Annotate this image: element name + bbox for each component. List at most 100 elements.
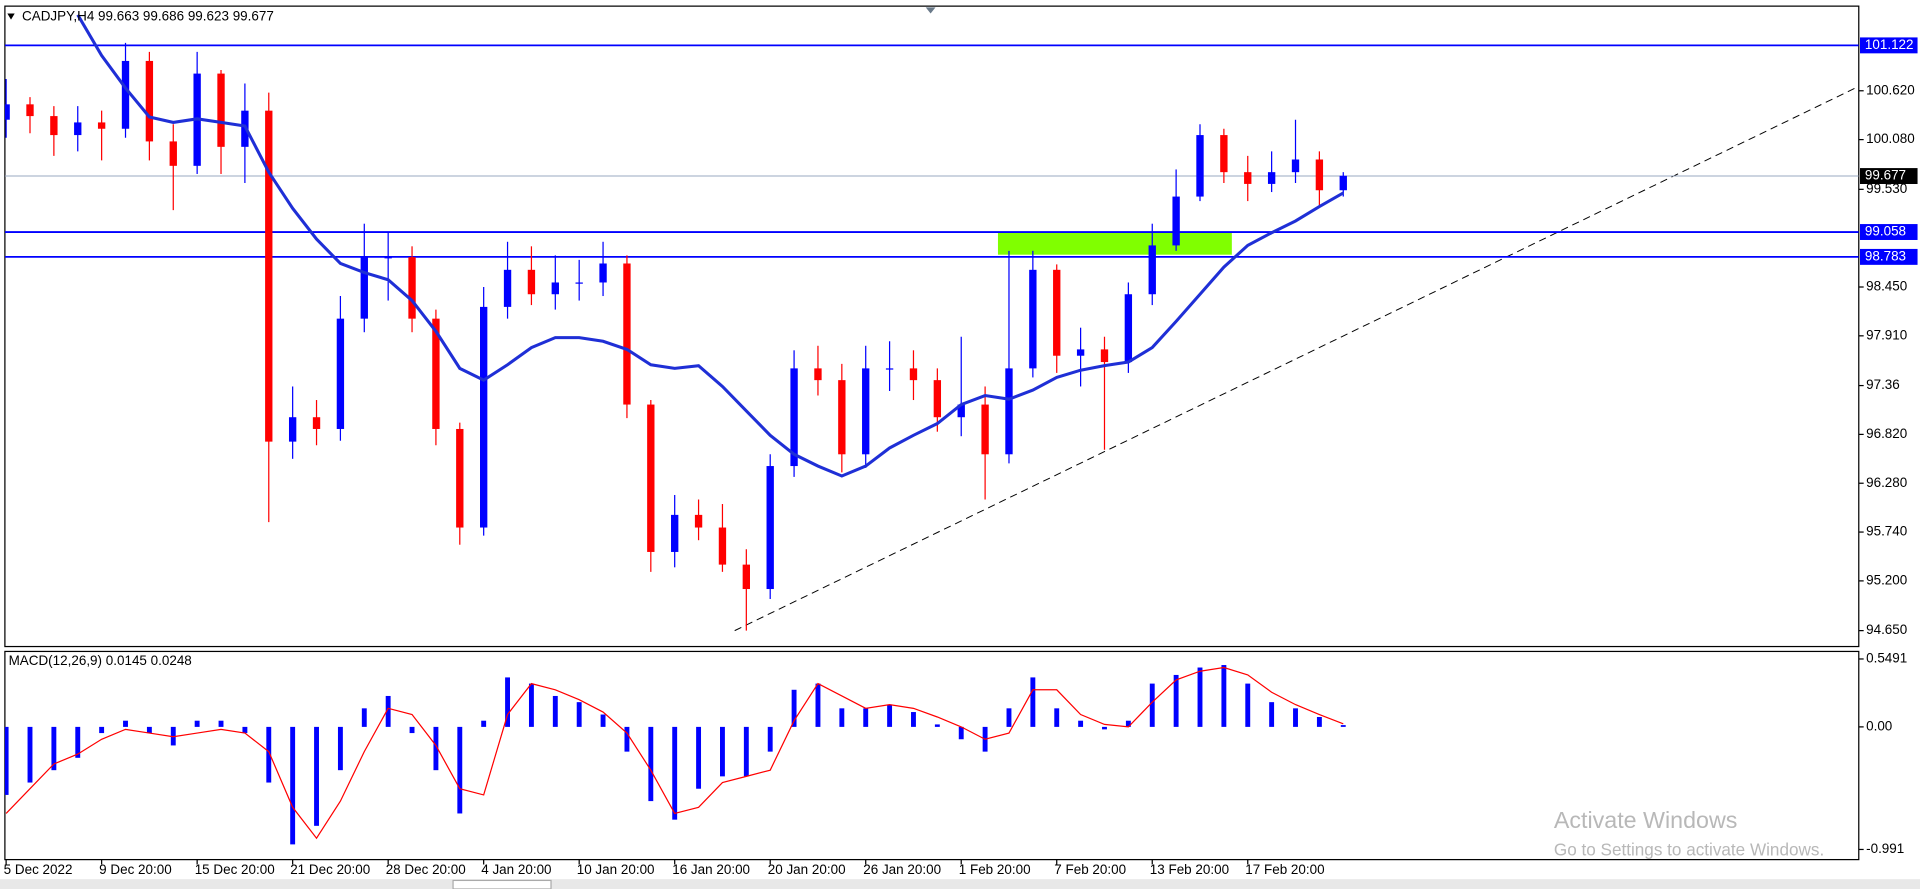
macd-bar (1078, 720, 1084, 727)
macd-bar (4, 726, 9, 795)
y-tick-label: 98.450 (1866, 279, 1907, 294)
menu-arrow[interactable] (7, 13, 15, 20)
macd-bar (1340, 725, 1346, 727)
level-label: 99.058 (1865, 224, 1906, 239)
candle-body (217, 73, 225, 147)
macd-bar (1197, 667, 1203, 727)
macd-bar (457, 726, 463, 814)
watermark-title: Activate Windows (1554, 807, 1737, 833)
macd-bar (839, 708, 845, 727)
candle-body (885, 368, 894, 370)
x-tick-label: 15 Dec 20:00 (195, 862, 275, 877)
candle-body (1267, 172, 1276, 184)
candle-body (1315, 159, 1324, 191)
candle-body (288, 417, 297, 442)
candle-body (336, 318, 345, 429)
candle-body (1124, 294, 1133, 363)
macd-bar (218, 720, 224, 727)
candle-body (575, 282, 583, 284)
macd-bar (1316, 716, 1322, 727)
candle-body (121, 60, 130, 129)
level-label-box (1860, 37, 1918, 54)
macd-bar (242, 726, 248, 734)
candle-body (312, 417, 321, 429)
candle-body (599, 263, 607, 283)
macd-signal (5, 666, 1344, 840)
macd-bar (648, 726, 654, 802)
candle-body (503, 269, 512, 307)
candle-body (647, 404, 655, 552)
candle-body (766, 466, 774, 590)
macd-bar (481, 720, 487, 727)
macd-bar (1149, 683, 1155, 727)
candle-body (671, 514, 679, 552)
watermark-subtitle: Go to Settings to activate Windows. (1554, 840, 1824, 860)
candle-body (384, 257, 392, 259)
x-tick-label: 1 Feb 20:00 (959, 862, 1031, 877)
candle-body (981, 404, 989, 455)
x-tick-label: 4 Jan 20:00 (481, 862, 551, 877)
y-tick-label: 96.820 (1866, 426, 1907, 441)
macd-bar (290, 726, 296, 845)
level-label: 98.783 (1865, 248, 1906, 263)
x-tick-label: 16 Jan 20:00 (672, 862, 750, 877)
candle-body (1053, 269, 1061, 356)
macd-bar (911, 712, 916, 727)
y-tick-label: 100.620 (1866, 82, 1915, 97)
chart-title: CADJPY,H4 99.663 99.686 99.623 99.677 (22, 9, 274, 24)
x-tick-label: 9 Dec 20:00 (99, 862, 172, 877)
axes: 100.620 100.080 99.530 98.450 97.910 97.36 96.… (4, 37, 1918, 877)
x-tick-label: 21 Dec 20:00 (290, 862, 370, 877)
y-tick-label: 99.530 (1866, 181, 1907, 196)
macd-bar (361, 708, 367, 727)
macd-bar (75, 726, 81, 758)
macd-bar (672, 726, 678, 820)
x-tick-label: 20 Jan 20:00 (768, 862, 846, 877)
macd-bar (433, 726, 439, 771)
macd-bar (99, 726, 105, 734)
x-tick-label: 7 Feb 20:00 (1054, 862, 1126, 877)
macd-bar (576, 702, 582, 727)
candle-body (1196, 135, 1204, 197)
candle-body (26, 104, 34, 117)
tab[interactable] (452, 879, 552, 889)
tab-strip (0, 879, 1920, 889)
level-label: 101.122 (1865, 37, 1914, 52)
x-tick-label: 17 Feb 20:00 (1245, 862, 1324, 877)
macd-bar (958, 726, 964, 740)
macd-bar (743, 726, 749, 777)
candle-body (360, 257, 368, 319)
candle-body (718, 527, 727, 565)
candle-body (1029, 269, 1037, 369)
candle-body (1076, 349, 1085, 356)
moving-average (76, 14, 1345, 478)
candle-body (814, 368, 822, 381)
macd-bar (314, 726, 319, 826)
macd-bar (337, 726, 343, 771)
candle-body (790, 368, 798, 467)
macd-bar (600, 714, 606, 727)
candle-body (456, 428, 464, 528)
y-tick-label: 95.740 (1866, 524, 1907, 539)
macd-bar (767, 726, 773, 752)
main-panel (4, 5, 1860, 648)
macd-bar (1006, 708, 1012, 727)
macd-bar (409, 726, 415, 734)
macd-bar (1221, 665, 1227, 727)
macd-bar (123, 720, 128, 727)
candle-body (742, 564, 750, 590)
macd-bar (51, 726, 57, 771)
x-tick-label: 5 Dec 2022 (4, 862, 73, 877)
macd-bar (696, 726, 702, 789)
current-price-label: 99.677 (1865, 168, 1906, 183)
candle-body (1339, 175, 1347, 191)
candle-body (957, 404, 965, 418)
candle-body (97, 122, 106, 129)
macd-bar (1245, 683, 1251, 727)
x-tick-label: 28 Dec 20:00 (386, 862, 466, 877)
candle-body (838, 380, 846, 455)
macd-plot (4, 665, 1346, 845)
macd-bar (27, 726, 33, 783)
